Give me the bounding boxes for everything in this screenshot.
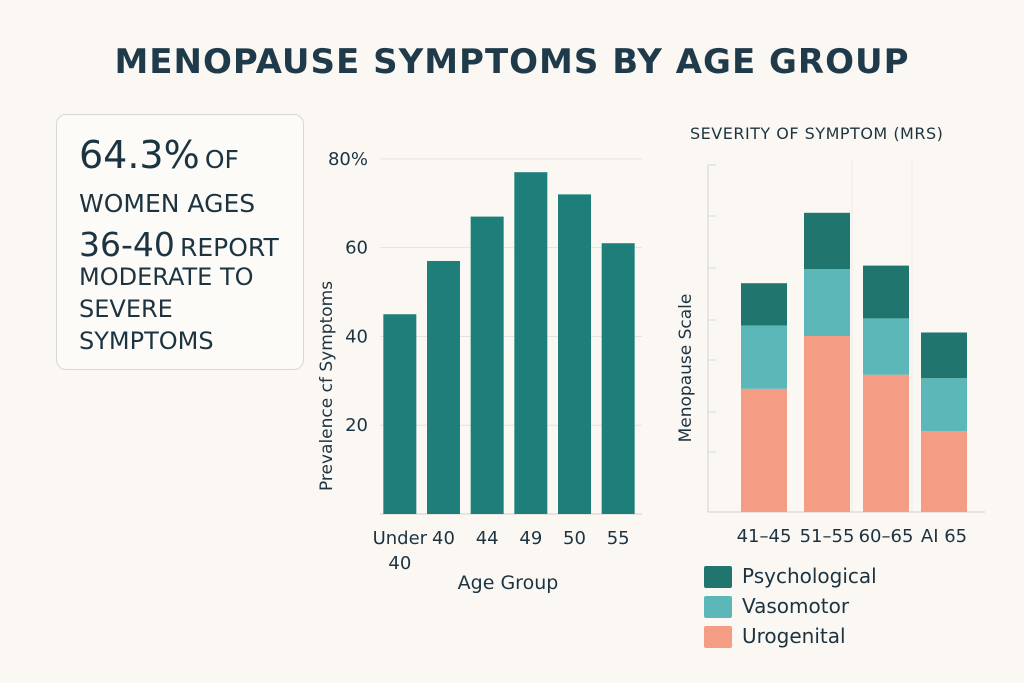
chart2-bar-vasomotor xyxy=(921,378,967,432)
chart2-bar-vasomotor xyxy=(804,269,850,336)
stat-line-4: MODERATE TO xyxy=(79,263,254,291)
chart1-bar xyxy=(427,260,460,514)
chart2-bar-urogenital xyxy=(921,431,967,512)
chart1-xtick-label: 50 xyxy=(563,528,586,549)
stat-age-range: 36-40 xyxy=(79,225,175,264)
chart1-ytick-label: 20 xyxy=(345,415,368,436)
chart1-ytick-label: 80% xyxy=(328,149,368,170)
stat-line-2: WOMEN AGES xyxy=(79,189,256,218)
chart2-bar-psychological xyxy=(921,332,967,379)
chart1-bar xyxy=(558,194,591,514)
chart1-bar xyxy=(514,172,548,514)
chart1-bar xyxy=(470,216,504,514)
chart2-ylabel: Menopause Scale xyxy=(676,294,696,443)
stat-report: REPORT xyxy=(179,233,279,262)
legend-swatch-psychological xyxy=(704,566,732,588)
stat-of: OF xyxy=(204,145,239,174)
chart2-bar-urogenital xyxy=(863,374,909,512)
chart1-xtick-label: 40 xyxy=(432,528,455,549)
chart2-bar-vasomotor xyxy=(863,318,909,375)
chart1-ylabel: Prevalence cf Symptoms xyxy=(317,281,337,491)
chart2-title: SEVERITY OF SYMPTOM (MRS) xyxy=(690,124,944,143)
chart1-ytick-label: 40 xyxy=(345,326,368,347)
chart1-xtick-label: 49 xyxy=(519,528,542,549)
stat-line-5: SEVERE xyxy=(79,295,173,323)
stat-line-1: 64.3% OF xyxy=(79,133,239,179)
stat-card: 64.3% OF WOMEN AGES 36-40 REPORT MODERAT… xyxy=(56,114,304,370)
legend-swatch-vasomotor xyxy=(704,596,732,618)
chart2-bar-psychological xyxy=(863,265,909,319)
chart1-xlabel: Age Group xyxy=(458,572,559,594)
page-title: MENOPAUSE SYMPTOMS BY AGE GROUP xyxy=(114,42,910,82)
chart2-xtick-label: AI 65 xyxy=(921,526,967,547)
stat-line-6: SYMPTOMS xyxy=(79,327,214,355)
chart2-bar-vasomotor xyxy=(741,325,787,389)
chart1-xtick-label-cont: 40 xyxy=(388,553,411,574)
chart1-xtick-label: Under xyxy=(373,528,428,549)
legend-swatch-urogenital xyxy=(704,626,732,648)
chart2-bar-psychological xyxy=(804,212,850,270)
chart2-bar-urogenital xyxy=(804,336,850,512)
chart1-ytick-label: 60 xyxy=(345,238,368,259)
stat-percent: 64.3% xyxy=(79,133,200,177)
legend-label-urogenital: Urogenital xyxy=(742,624,846,648)
chart2-bar-psychological xyxy=(741,283,787,326)
stat-line-3: 36-40 REPORT xyxy=(79,225,279,265)
chart2-xtick-label: 41–45 xyxy=(737,526,792,547)
chart1-bar xyxy=(383,314,417,514)
chart1-bar xyxy=(601,243,635,514)
legend-label-psychological: Psychological xyxy=(742,564,877,588)
chart2-bar-urogenital xyxy=(741,388,787,512)
chart2-xtick-label: 60–65 xyxy=(859,526,914,547)
chart1-xtick-label: 44 xyxy=(476,528,499,549)
chart1-xtick-label: 55 xyxy=(607,528,630,549)
legend-label-vasomotor: Vasomotor xyxy=(742,594,850,618)
chart2-xtick-label: 51–55 xyxy=(800,526,855,547)
